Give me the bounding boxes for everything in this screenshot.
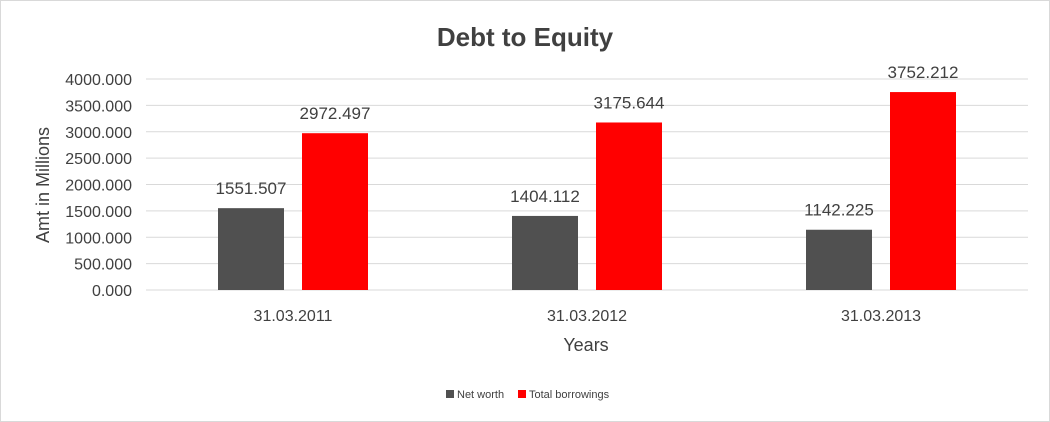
bar-net-worth <box>218 208 284 290</box>
y-tick-label: 0.000 <box>92 283 132 300</box>
chart-title: Debt to Equity <box>437 22 614 52</box>
data-label-net-worth: 1551.507 <box>216 179 287 198</box>
y-tick-label: 3000.000 <box>65 125 132 142</box>
y-tick-label: 1000.000 <box>65 230 132 247</box>
legend-label-net-worth: Net worth <box>457 389 504 401</box>
y-tick-label: 4000.000 <box>65 72 132 89</box>
y-axis-title: Amt in Millions <box>33 127 53 243</box>
bar-total-borrowings <box>890 92 956 290</box>
bars <box>218 92 956 291</box>
gridlines <box>146 78 1028 291</box>
bar-total-borrowings <box>596 122 662 291</box>
legend-swatch-total-borrowings <box>518 390 526 398</box>
y-tick-label: 3500.000 <box>65 98 132 115</box>
bar-total-borrowings <box>302 133 368 290</box>
x-axis-title: Years <box>563 335 608 355</box>
data-label-net-worth: 1142.225 <box>804 201 874 220</box>
bar-net-worth <box>806 229 872 290</box>
data-label-total-borrowings: 2972.497 <box>300 104 371 123</box>
legend: Net worth Total borrowings <box>446 389 610 401</box>
y-tick-label: 1500.000 <box>65 204 132 221</box>
bar-net-worth <box>512 215 578 290</box>
x-tick-label: 31.03.2013 <box>841 308 921 325</box>
legend-swatch-net-worth <box>446 390 454 398</box>
y-axis-tick-labels: 0.000 500.000 1000.000 1500.000 2000.000 2500… <box>65 72 132 300</box>
data-label-total-borrowings: 3175.644 <box>594 93 665 112</box>
y-tick-label: 500.000 <box>74 257 132 274</box>
data-label-total-borrowings: 3752.212 <box>888 63 959 82</box>
x-axis-tick-labels: 31.03.2011 31.03.2012 31.03.2013 <box>254 308 922 325</box>
x-tick-label: 31.03.2011 <box>254 308 333 325</box>
legend-label-total-borrowings: Total borrowings <box>529 389 610 401</box>
y-tick-label: 2500.000 <box>65 151 132 168</box>
x-tick-label: 31.03.2012 <box>547 308 627 325</box>
y-tick-label: 2000.000 <box>65 178 132 195</box>
data-labels: 1551.507 2972.497 1404.112 3175.644 1142.225… <box>216 63 959 220</box>
data-label-net-worth: 1404.112 <box>510 187 580 206</box>
